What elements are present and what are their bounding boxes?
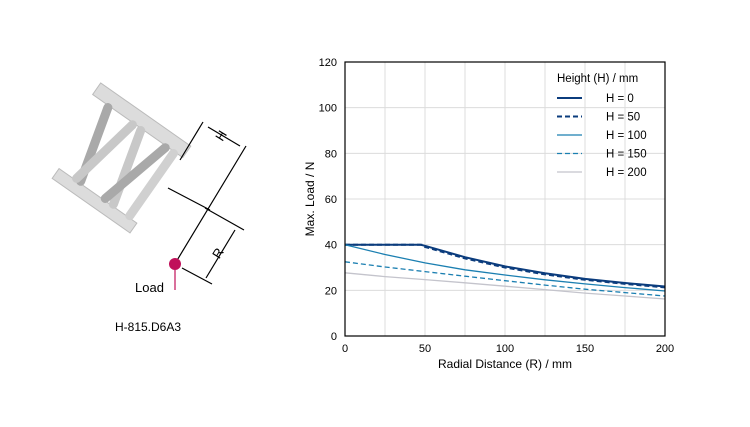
x-tick-label: 150 xyxy=(576,343,594,355)
series-line-4 xyxy=(344,272,666,300)
series-line-2 xyxy=(344,244,666,292)
legend-entry: H = 0 xyxy=(606,93,634,105)
legend-entry: H = 200 xyxy=(606,167,647,179)
hexapod-illustration xyxy=(51,82,192,234)
legend-title: Height (H) / mm xyxy=(557,73,638,85)
legend: Height (H) / mm H = 0 H = 50 H = 100 H = 15… xyxy=(557,73,647,179)
series-line-3 xyxy=(344,261,666,297)
x-axis-label: Radial Distance (R) / mm xyxy=(438,357,572,371)
y-tick-label: 20 xyxy=(325,285,337,297)
model-label: H-815.D6A3 xyxy=(115,320,181,334)
plot-frame xyxy=(344,61,666,337)
legend-entry: H = 50 xyxy=(606,112,640,124)
y-tick-label: 0 xyxy=(331,331,337,343)
x-tick-label: 0 xyxy=(342,343,348,355)
hexapod-diagram: H R Load H-815.D6A3 xyxy=(51,82,247,334)
series-line-1 xyxy=(345,243,666,289)
y-tick-label: 120 xyxy=(319,57,337,69)
y-tick-label: 60 xyxy=(325,194,337,206)
load-point xyxy=(169,258,181,270)
x-tick-label: 100 xyxy=(496,343,514,355)
label-load: Load xyxy=(135,280,164,295)
y-axis-label: Max. Load / N xyxy=(303,162,317,237)
y-tick-label: 100 xyxy=(319,103,337,115)
legend-entry: H = 100 xyxy=(606,130,647,142)
label-h: H xyxy=(212,128,230,144)
y-tick-label: 40 xyxy=(325,240,337,252)
y-tick-label: 80 xyxy=(325,148,337,160)
x-tick-label: 50 xyxy=(419,343,431,355)
legend-entry: H = 150 xyxy=(606,149,647,161)
load-chart: 0 50 100 150 200 0 20 40 60 80 100 120 Radial Dista… xyxy=(303,57,674,371)
x-tick-label: 200 xyxy=(656,343,674,355)
